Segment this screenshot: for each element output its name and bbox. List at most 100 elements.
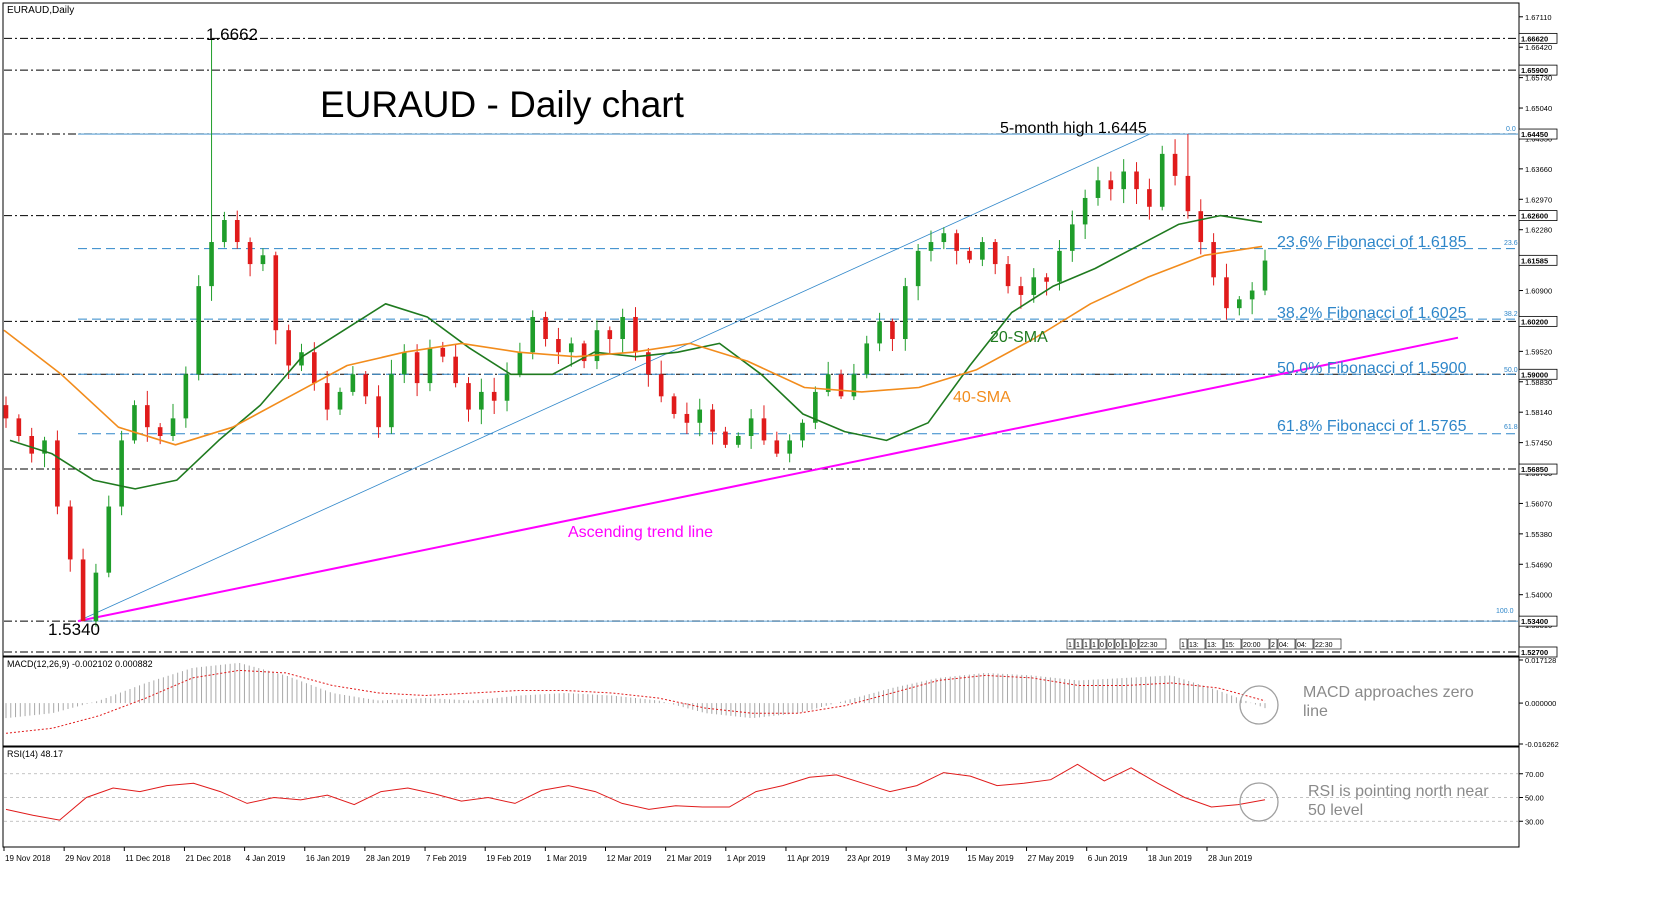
candle-body <box>517 352 523 375</box>
trend-lines <box>77 133 1459 623</box>
session-label: 1 <box>1092 642 1096 649</box>
fib-tag-50: 50.0 <box>1504 367 1518 374</box>
session-box <box>1277 638 1296 650</box>
level-label: 1.64450 <box>1521 130 1548 139</box>
five-month-high-label: 5-month high 1.6445 <box>1000 120 1147 137</box>
candle-body <box>890 321 895 340</box>
fib-tag-23: 23.6 <box>1504 240 1518 247</box>
session-label: 2 <box>1271 642 1275 649</box>
candle-body <box>145 405 150 428</box>
time-tick-label: 21 Dec 2018 <box>185 854 231 863</box>
session-label: 0 <box>1132 642 1136 649</box>
candle-body <box>684 413 690 423</box>
session-box <box>1313 638 1342 650</box>
candle-body <box>286 330 291 366</box>
candle-body <box>427 347 433 384</box>
candle-body <box>1057 250 1062 282</box>
candle-body <box>479 391 484 410</box>
candle-body <box>825 374 831 392</box>
candle-body <box>29 436 34 454</box>
note-line: line <box>1303 703 1328 720</box>
price-tick-label: 1.59520 <box>1525 347 1552 356</box>
candle-body <box>80 559 86 622</box>
rsi-tick-label: 70.00 <box>1525 770 1544 779</box>
price-tick-label: 1.56070 <box>1525 499 1552 508</box>
moving-averages <box>3 214 1263 490</box>
candle-body <box>800 422 805 441</box>
trend-line-label: Ascending trend line <box>568 524 713 541</box>
level-box <box>1518 463 1558 475</box>
price-tick-label: 1.65040 <box>1525 104 1552 113</box>
rsi-indicator: 70.00 50.00 30.00 <box>4 763 1544 826</box>
sma40-line <box>3 245 1263 446</box>
candle-body <box>1147 189 1152 207</box>
price-tick-label: 1.66420 <box>1525 43 1552 52</box>
candle-body <box>607 330 613 340</box>
candle-body <box>658 374 664 397</box>
time-tick-label: 21 Mar 2019 <box>667 854 712 863</box>
candle-body <box>196 286 202 375</box>
time-tick-label: 7 Feb 2019 <box>426 854 467 863</box>
time-tick-label: 11 Dec 2018 <box>125 854 170 863</box>
candle-body <box>1185 175 1191 212</box>
candle-body <box>1224 277 1229 309</box>
time-tick-label: 3 May 2019 <box>907 854 949 863</box>
sma40-label: 40-SMA <box>953 389 1011 406</box>
session-label: 0 <box>1108 642 1112 649</box>
candle-body <box>414 352 420 384</box>
time-tick-label: 28 Jan 2019 <box>366 854 411 863</box>
level-label: 1.66620 <box>1521 34 1548 43</box>
candle-body <box>1018 286 1024 295</box>
price-tick-label: 1.62280 <box>1525 226 1552 235</box>
candle-body <box>247 242 253 265</box>
session-box <box>1205 638 1224 650</box>
level-label: 1.53400 <box>1521 617 1548 626</box>
candle-body <box>1082 197 1088 225</box>
symbol-label: EURAUD,Daily <box>7 5 74 16</box>
session-box <box>1098 638 1107 650</box>
fib-tag-61: 61.8 <box>1504 424 1518 431</box>
session-label: 1 <box>1068 642 1072 649</box>
candle-body <box>710 409 715 432</box>
candle-body <box>1134 171 1139 190</box>
level-box <box>1518 646 1558 658</box>
time-tick-label: 11 Apr 2019 <box>787 854 830 863</box>
fib-label-61: 61.8% Fibonacci of 1.5765 <box>1277 418 1467 435</box>
candle-body <box>504 374 510 401</box>
macd-label: MACD(12,26,9) -0.002102 0.000882 <box>7 659 153 669</box>
candle-body <box>646 352 651 375</box>
time-tick-label: 19 Feb 2019 <box>486 854 531 863</box>
fib-tag-0: 0.0 <box>1506 126 1516 133</box>
candle-body <box>312 352 317 384</box>
price-tick-label: 1.62970 <box>1525 195 1552 204</box>
level-box <box>1518 315 1558 327</box>
candle-body <box>260 255 266 265</box>
level-box <box>1518 64 1558 76</box>
candle-body <box>761 418 767 441</box>
candle-body <box>838 374 844 397</box>
level-box <box>1518 210 1558 221</box>
candle-body <box>902 286 908 340</box>
candle-body <box>877 321 882 344</box>
candle-body <box>170 418 176 436</box>
fib-tag-100: 100.0 <box>1496 608 1514 615</box>
candle-body <box>324 383 330 410</box>
fibonacci-levels <box>78 133 1518 622</box>
candle-body <box>581 343 587 362</box>
candle-body <box>1069 224 1075 251</box>
candle-body <box>299 352 304 366</box>
time-tick-label: 1 Apr 2019 <box>727 854 766 863</box>
candle-body <box>735 436 741 445</box>
time-tick-label: 4 Jan 2019 <box>246 854 286 863</box>
level-box <box>1518 254 1558 266</box>
sma20-label: 20-SMA <box>990 329 1048 346</box>
candle-body <box>3 405 9 419</box>
candle-body <box>1211 242 1216 278</box>
price-tick-label: 1.65730 <box>1525 74 1552 83</box>
candle-body <box>851 374 857 397</box>
candle-body <box>1249 290 1255 300</box>
session-label: 13: <box>1207 642 1217 649</box>
level-label: 1.65900 <box>1521 66 1548 75</box>
session-box <box>1074 638 1083 650</box>
